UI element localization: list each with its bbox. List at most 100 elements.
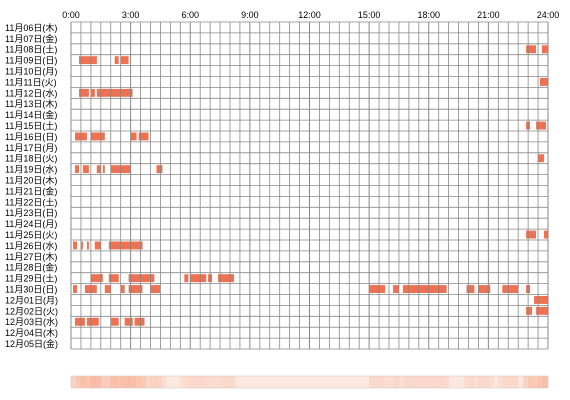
summary-cell <box>150 376 156 388</box>
summary-cell <box>180 376 186 388</box>
activity-bars <box>73 45 548 326</box>
activity-bar <box>114 56 119 65</box>
activity-bar <box>540 78 548 86</box>
summary-cell <box>215 376 221 388</box>
summary-cell <box>538 376 544 388</box>
activity-bar <box>73 241 77 250</box>
summary-cell <box>433 376 439 388</box>
activity-bar <box>75 165 79 174</box>
row-label: 11月11日(火) <box>5 77 57 87</box>
activity-bar <box>108 241 143 250</box>
summary-cell <box>225 376 231 388</box>
summary-cell <box>379 376 385 388</box>
activity-bar <box>190 274 207 283</box>
activity-bar <box>130 132 137 141</box>
activity-bar <box>79 56 97 65</box>
summary-cell <box>408 376 415 388</box>
summary-cell <box>384 376 390 388</box>
x-tick-label: 24:00 <box>537 10 560 20</box>
activity-bar <box>96 165 101 174</box>
row-label: 11月10日(月) <box>5 67 57 77</box>
summary-cell <box>533 376 539 388</box>
activity-bar <box>82 165 89 174</box>
row-label: 11月07日(金) <box>5 33 57 44</box>
summary-cell <box>428 376 435 388</box>
activity-bar <box>86 317 99 326</box>
activity-bar <box>402 285 447 293</box>
row-label: 12月05日(金) <box>5 338 58 349</box>
summary-cell <box>210 376 216 388</box>
summary-cell <box>418 376 425 388</box>
summary-cell <box>473 376 479 388</box>
activity-bar <box>120 56 129 65</box>
row-label: 11月20日(木) <box>5 175 57 186</box>
summary-cell <box>125 376 131 388</box>
summary-cell <box>508 376 514 388</box>
summary-cell <box>120 376 126 388</box>
summary-cell <box>205 376 211 388</box>
row-label: 11月19日(水) <box>5 164 57 175</box>
row-label: 12月01日(月) <box>5 295 58 305</box>
summary-cell <box>80 376 87 388</box>
summary-cell <box>488 376 494 388</box>
summary-cell <box>95 376 102 388</box>
activity-bar <box>134 317 145 326</box>
activity-bar <box>466 285 475 293</box>
activity-bar <box>502 285 519 293</box>
row-label: 11月12日(水) <box>5 87 57 98</box>
activity-bar <box>538 154 545 163</box>
summary-cell <box>110 376 117 388</box>
summary-cell <box>185 376 191 388</box>
summary-cell <box>71 376 77 388</box>
summary-cell <box>443 376 449 388</box>
row-label: 11月15日(土) <box>5 120 57 131</box>
summary-cell <box>85 376 92 388</box>
activity-bar <box>86 241 89 250</box>
summary-cell <box>394 376 400 388</box>
summary-cell <box>155 376 161 388</box>
activity-bar <box>526 306 533 315</box>
summary-frame <box>70 375 549 389</box>
row-label: 11月30日(日) <box>5 285 57 295</box>
x-tick-labels: 0:00 3:00 6:00 9:00 12:00 15:00 18:00 21:00 24:0… <box>62 10 559 20</box>
summary-cell <box>543 376 549 388</box>
activity-bar <box>124 317 133 326</box>
summary-cell <box>145 376 151 388</box>
activity-bar <box>534 296 544 304</box>
summary-cell <box>374 376 380 388</box>
activity-bar <box>102 165 105 174</box>
activity-bar <box>120 285 125 293</box>
summary-cell <box>389 376 395 388</box>
summary-cell <box>90 376 97 388</box>
x-tick-label: 15:00 <box>358 10 381 20</box>
summary-cell <box>413 376 420 388</box>
summary-cell <box>230 376 236 388</box>
x-tick-label: 18:00 <box>417 10 440 20</box>
activity-bar <box>536 306 548 315</box>
activity-bar <box>150 285 161 293</box>
summary-cell <box>369 376 375 388</box>
summary-cell <box>423 376 430 388</box>
activity-bar <box>90 88 95 97</box>
activity-bar <box>184 274 189 283</box>
row-label: 11月23日(日) <box>5 208 57 218</box>
summary-cell <box>503 376 509 388</box>
summary-cell <box>140 376 146 388</box>
summary-cell <box>483 376 489 388</box>
summary-cell <box>200 376 206 388</box>
activity-bar <box>218 274 234 283</box>
grid-lines <box>70 21 549 350</box>
activity-bar <box>526 45 536 54</box>
activity-bar <box>108 274 119 283</box>
activity-bar <box>544 296 548 304</box>
row-label: 11月08日(土) <box>5 44 57 55</box>
row-label: 11月25日(火) <box>5 230 57 240</box>
activity-bar <box>90 274 103 283</box>
x-tick-label: 3:00 <box>122 10 140 20</box>
x-tick-label: 6:00 <box>181 10 199 20</box>
row-label: 12月02日(火) <box>5 306 58 316</box>
activity-bar <box>128 285 143 293</box>
summary-strip <box>70 375 549 389</box>
x-tick-label: 12:00 <box>298 10 321 20</box>
